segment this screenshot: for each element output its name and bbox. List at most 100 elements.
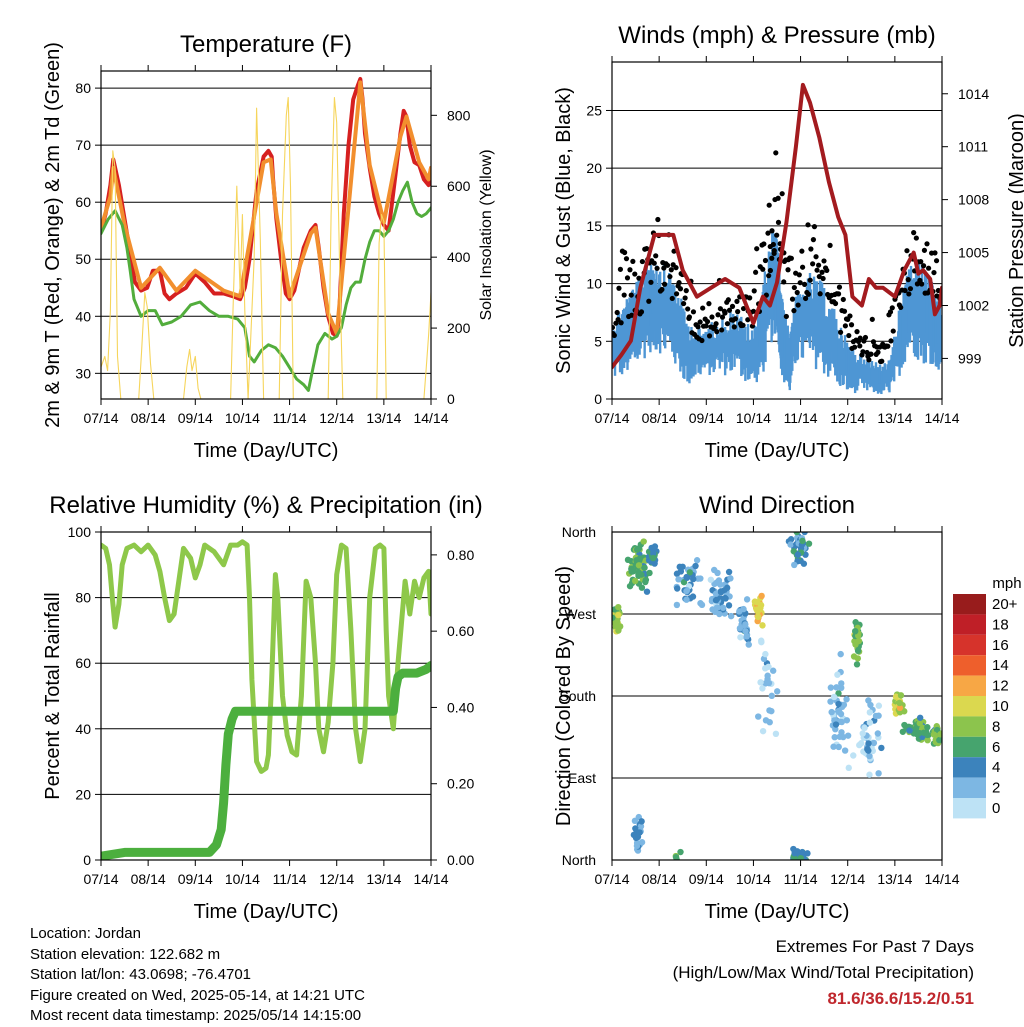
- direction-point: [759, 727, 767, 735]
- direction-point: [716, 610, 723, 618]
- direction-point: [866, 709, 874, 716]
- direction-point: [624, 556, 632, 564]
- gust-point: [636, 275, 642, 281]
- direction-point: [677, 848, 684, 856]
- gust-point: [769, 255, 775, 261]
- x-tick-label: 10/14: [736, 871, 771, 887]
- direction-point: [791, 850, 798, 857]
- direction-point: [758, 638, 765, 646]
- gust-point: [695, 324, 701, 330]
- direction-point: [674, 585, 681, 592]
- legend-label: 10: [992, 698, 1009, 715]
- gust-point: [773, 150, 779, 156]
- y-right-axis-label: Station Pressure (Maroon): [1006, 113, 1024, 348]
- x-tick-label: 12/14: [319, 410, 354, 426]
- direction-point: [830, 743, 837, 750]
- y-tick-label: West: [564, 606, 596, 622]
- direction-point: [799, 848, 806, 856]
- y-right-tick-label: 800: [447, 107, 471, 123]
- legend-label: 20+: [992, 596, 1018, 613]
- direction-point: [878, 744, 885, 752]
- direction-point: [830, 693, 838, 701]
- gust-point: [661, 281, 668, 287]
- direction-point: [834, 671, 841, 678]
- info-created: Figure created on Wed, 2025-05-14, at 14…: [30, 986, 365, 1004]
- gust-point: [924, 241, 930, 247]
- x-tick-label: 09/14: [689, 871, 724, 887]
- gust-point: [621, 292, 627, 298]
- gust-point: [761, 241, 767, 247]
- direction-point: [713, 604, 721, 611]
- gust-point: [648, 279, 654, 285]
- direction-point: [694, 575, 702, 582]
- gust-point: [747, 295, 753, 301]
- legend-swatch: [953, 777, 986, 798]
- y-tick-label: 50: [75, 251, 91, 267]
- direction-point: [867, 701, 874, 709]
- series-relative-humidity: [101, 539, 431, 774]
- gust-point: [676, 280, 682, 286]
- x-tick-label: 07/14: [83, 410, 118, 426]
- gust-point: [725, 297, 731, 303]
- y-right-tick-label: 600: [447, 178, 471, 194]
- gust-point: [810, 237, 817, 243]
- direction-point: [827, 698, 834, 705]
- direction-point: [801, 532, 808, 536]
- x-tick-label: 10/14: [225, 871, 260, 887]
- gust-point: [618, 320, 624, 326]
- gust-point: [925, 265, 932, 271]
- gust-point: [753, 269, 759, 275]
- x-axis-label: Time (Day/UTC): [705, 901, 850, 923]
- gust-point: [905, 277, 911, 283]
- x-tick-label: 12/14: [830, 410, 865, 426]
- gust-point: [762, 257, 769, 264]
- x-tick-label: 08/14: [642, 871, 677, 887]
- gust-point: [811, 224, 818, 230]
- series-2m-td: [101, 180, 431, 392]
- direction-point: [755, 713, 762, 720]
- info-elevation: Station elevation: 122.682 m: [30, 945, 221, 963]
- direction-point: [719, 604, 727, 611]
- speed-legend: mph 20+ 18 16 14 12 10 8 6 4 2 0: [953, 575, 1022, 819]
- x-tick-label: 13/14: [877, 871, 912, 887]
- y-right-tick-label: 0.00: [447, 852, 474, 868]
- direction-point: [896, 699, 903, 707]
- gust-point: [683, 288, 689, 294]
- gust-point: [918, 259, 924, 265]
- x-tick-label: 08/14: [131, 871, 166, 887]
- direction-point: [852, 641, 859, 648]
- chart-title: Winds (mph) & Pressure (mb): [618, 22, 935, 49]
- gust-point: [651, 260, 657, 266]
- direction-point: [869, 747, 877, 755]
- plot-frame: [100, 70, 432, 400]
- gust-point: [769, 228, 775, 234]
- gust-point: [732, 316, 739, 322]
- chart-title: Temperature (F): [180, 31, 352, 58]
- gust-point: [854, 329, 860, 335]
- gust-point: [814, 267, 820, 273]
- y-tick-label: 100: [68, 524, 92, 540]
- gust-point: [821, 258, 827, 264]
- x-tick-label: 09/14: [178, 871, 213, 887]
- info-location: Location: Jordan: [30, 925, 141, 942]
- gust-point: [766, 273, 772, 279]
- gust-point: [805, 291, 812, 297]
- direction-point: [679, 563, 686, 570]
- x-tick-label: 11/14: [273, 410, 307, 426]
- direction-point: [722, 595, 729, 602]
- gust-point: [614, 309, 620, 316]
- gust-point: [862, 334, 869, 341]
- gust-point: [713, 321, 719, 327]
- x-tick-label: 07/14: [594, 410, 629, 426]
- gust-point: [667, 273, 673, 280]
- gust-point: [932, 250, 938, 256]
- direction-point: [787, 541, 794, 548]
- gust-point: [709, 314, 715, 320]
- direction-point: [916, 714, 924, 721]
- gust-point: [775, 219, 782, 225]
- direction-point: [686, 569, 694, 576]
- plot-area: [101, 77, 431, 399]
- station-info: Location: Jordan Station elevation: 122.…: [30, 924, 365, 1027]
- gust-point: [898, 304, 904, 311]
- direction-point: [754, 608, 761, 615]
